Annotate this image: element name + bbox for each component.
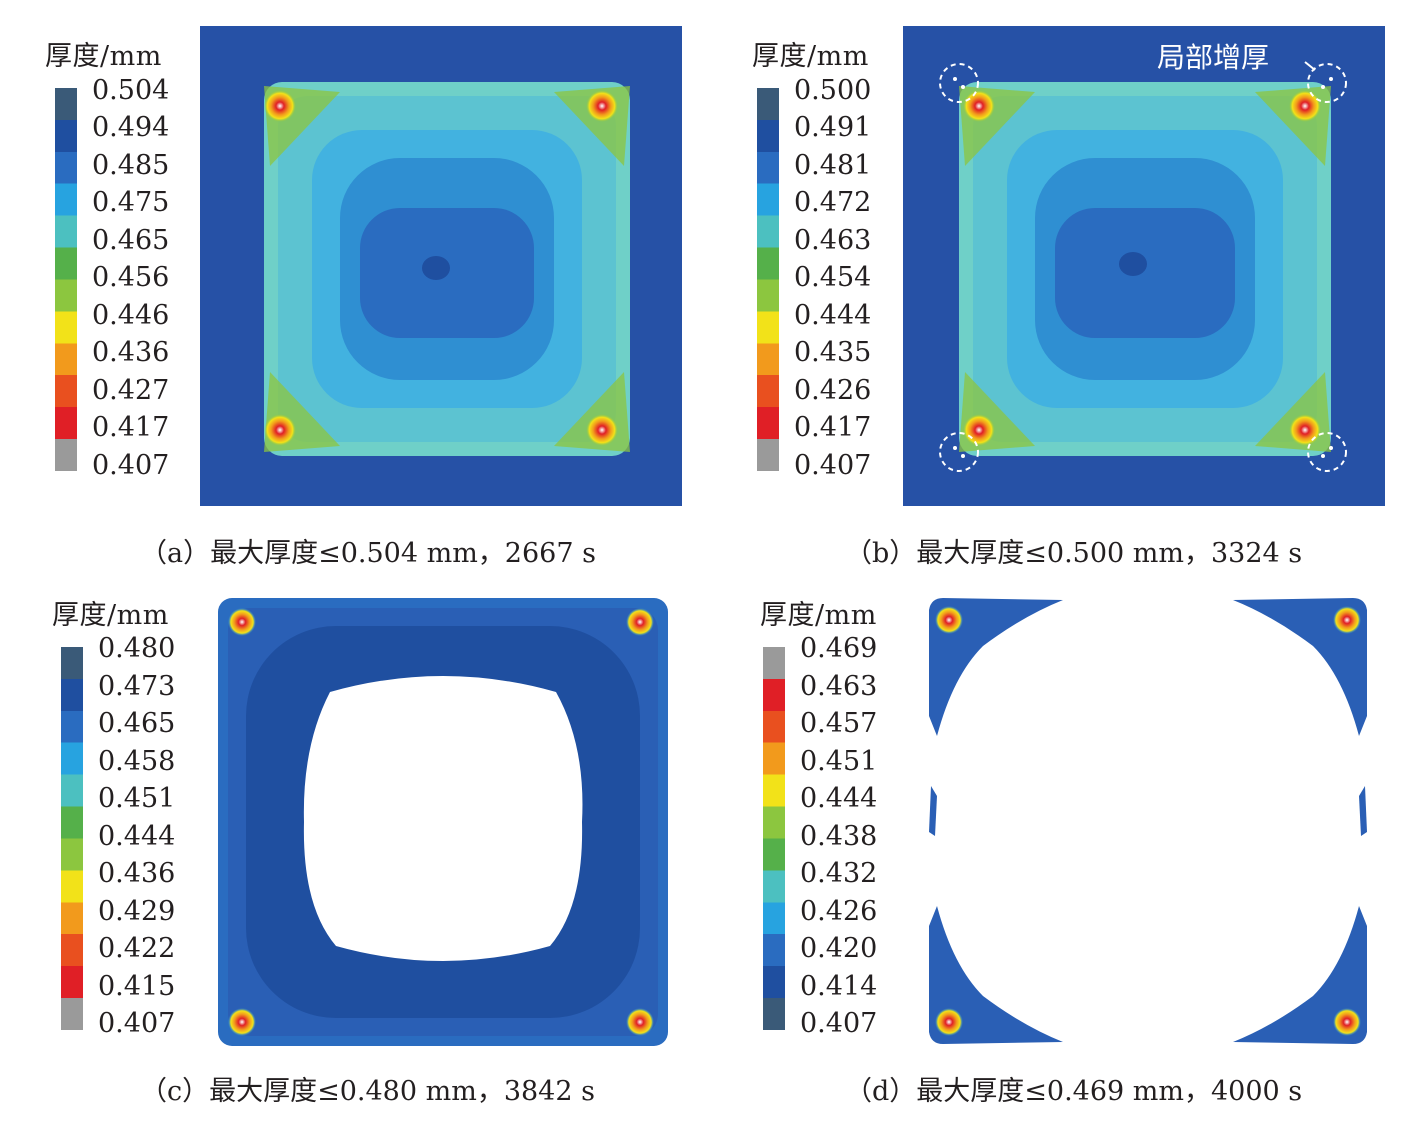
panel-d: 厚度/mm 0.469 0.463 0.457 0.451 0.444 0.43… (705, 560, 1405, 1120)
tick-label: 0.422 (98, 933, 176, 964)
panel-caption: （b）最大厚度≤0.500 mm，3324 s (845, 538, 1303, 569)
tick-label: 0.451 (98, 783, 176, 814)
thickening-marker (939, 63, 1347, 472)
tick-label: 0.435 (794, 337, 872, 368)
tick-label: 0.426 (800, 896, 878, 927)
legend-title: 厚度/mm (45, 41, 162, 72)
tick-label: 0.444 (98, 821, 176, 852)
panel-caption: （c）最大厚度≤0.480 mm，3842 s (140, 1076, 595, 1107)
tick-label: 0.473 (98, 671, 176, 702)
legend-title: 厚度/mm (760, 600, 877, 631)
tick-label: 0.438 (800, 821, 878, 852)
tick-label: 0.436 (98, 858, 176, 889)
tick-label: 0.469 (800, 633, 878, 664)
tick-label: 0.463 (800, 671, 878, 702)
tick-label: 0.465 (92, 225, 170, 256)
colorbar (61, 647, 83, 1030)
panel-caption: （a）最大厚度≤0.504 mm，2667 s (140, 538, 596, 569)
tick-label: 0.417 (794, 412, 872, 443)
tick-label: 0.451 (800, 746, 878, 777)
local-thickening-label: 局部增厚 (1157, 41, 1270, 74)
tick-label: 0.500 (794, 75, 872, 106)
colorbar (757, 88, 779, 471)
tick-label: 0.414 (800, 971, 878, 1002)
legend-title: 厚度/mm (52, 600, 169, 631)
tick-label: 0.429 (98, 896, 176, 927)
panel-b: 厚度/mm 0.500 0.491 0.481 0.472 0.463 0.45… (705, 0, 1405, 569)
tick-label: 0.485 (92, 150, 170, 181)
tick-label: 0.446 (92, 300, 170, 331)
tick-label: 0.504 (92, 75, 170, 106)
colorbar (55, 88, 77, 471)
tick-label: 0.407 (98, 1008, 176, 1039)
thickness-contour-plot (200, 26, 682, 506)
thickness-contour-plot (218, 598, 668, 1046)
panel-c: 厚度/mm 0.480 0.473 0.465 0.458 0.451 0.44… (0, 560, 700, 1120)
tick-label: 0.454 (794, 262, 872, 293)
colorbar-gradient (55, 88, 77, 471)
thickness-contour-plot (903, 26, 1385, 506)
tick-label: 0.415 (98, 971, 176, 1002)
tick-label: 0.426 (794, 375, 872, 406)
tick-label: 0.481 (794, 150, 872, 181)
panel-a: 厚度/mm 0.504 0.494 0.485 0.475 0.465 0.45… (0, 0, 700, 569)
tick-label: 0.407 (794, 450, 872, 481)
tick-label: 0.457 (800, 708, 878, 739)
tick-label: 0.480 (98, 633, 176, 664)
legend-title: 厚度/mm (752, 41, 869, 72)
tick-label: 0.417 (92, 412, 170, 443)
tick-label: 0.475 (92, 187, 170, 218)
tick-label: 0.432 (800, 858, 878, 889)
colorbar-gradient (763, 647, 785, 1030)
tick-label: 0.436 (92, 337, 170, 368)
panel-caption: （d）最大厚度≤0.469 mm，4000 s (845, 1076, 1303, 1107)
tick-label: 0.491 (794, 112, 872, 143)
colorbar-gradient (757, 88, 779, 471)
tick-label: 0.463 (794, 225, 872, 256)
tick-label: 0.420 (800, 933, 878, 964)
tick-label: 0.458 (98, 746, 176, 777)
tick-label: 0.494 (92, 112, 170, 143)
thickness-contour-plot (929, 598, 1367, 1044)
tick-label: 0.444 (800, 783, 878, 814)
tick-label: 0.427 (92, 375, 170, 406)
tick-label: 0.407 (800, 1008, 878, 1039)
tick-label: 0.456 (92, 262, 170, 293)
tick-label: 0.472 (794, 187, 872, 218)
tick-label: 0.444 (794, 300, 872, 331)
colorbar (763, 647, 785, 1030)
colorbar-gradient (61, 647, 83, 1030)
tick-label: 0.407 (92, 450, 170, 481)
tick-label: 0.465 (98, 708, 176, 739)
